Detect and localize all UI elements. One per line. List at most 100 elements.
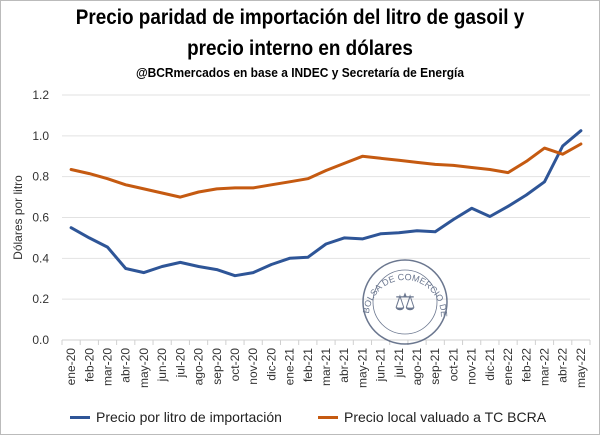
data-point — [397, 159, 401, 162]
y-tick-label: 0.6 — [32, 211, 49, 225]
data-point — [561, 153, 564, 156]
data-point — [397, 231, 401, 235]
x-tick-label: abr-21 — [337, 348, 351, 383]
seal-ring — [362, 259, 448, 345]
data-point — [506, 171, 510, 174]
x-tick-label: mar-21 — [319, 348, 333, 386]
data-point — [324, 169, 328, 172]
data-point — [88, 236, 91, 240]
x-tick-label: ene-20 — [64, 348, 78, 386]
data-point — [361, 237, 364, 241]
x-tick-label: may-21 — [355, 348, 369, 388]
data-point — [543, 180, 546, 183]
x-tick-label: ene-22 — [501, 348, 515, 386]
data-point — [434, 163, 437, 166]
legend-item-local: Precio local valuado a TC BCRA — [318, 409, 546, 425]
x-tick-label: abr-22 — [556, 348, 570, 383]
data-point — [379, 232, 382, 236]
data-point — [179, 195, 182, 199]
x-tick-label: may-20 — [137, 348, 151, 388]
x-tick-label: jul-20 — [173, 348, 187, 379]
data-point — [142, 271, 146, 274]
data-point — [69, 168, 73, 171]
data-point — [197, 190, 200, 194]
data-point — [233, 186, 237, 190]
seal-ring — [372, 269, 438, 335]
data-point — [470, 166, 473, 169]
x-tick-label: jul-21 — [392, 348, 406, 379]
x-tick-label: feb-21 — [301, 348, 315, 382]
y-tick-label: 0.4 — [32, 251, 49, 265]
legend-item-import: Precio por litro de importación — [70, 409, 282, 425]
x-tick-label: feb-20 — [82, 348, 96, 382]
y-tick-label: 0.0 — [32, 333, 49, 347]
data-point — [288, 180, 291, 183]
data-point — [452, 164, 455, 167]
data-point — [361, 155, 364, 158]
series-line-0 — [69, 129, 583, 278]
x-tick-label: ene-21 — [283, 348, 297, 386]
x-tick-label: abr-20 — [119, 348, 133, 383]
data-point — [233, 274, 237, 277]
y-tick-label: 1.0 — [32, 129, 49, 143]
data-point — [288, 257, 291, 260]
scales-icon: ⚖ — [394, 289, 416, 316]
data-point — [306, 256, 309, 259]
data-point — [452, 218, 455, 221]
data-point — [106, 177, 109, 180]
x-tick-label: sep-21 — [428, 348, 442, 385]
data-point — [543, 146, 546, 150]
data-point — [215, 268, 218, 271]
data-point — [69, 226, 73, 229]
legend-swatch — [70, 415, 90, 419]
data-point — [561, 144, 564, 148]
data-point — [488, 215, 492, 218]
data-point — [160, 191, 164, 195]
data-point — [415, 161, 419, 164]
data-point — [270, 183, 273, 187]
x-tick-label: dic-21 — [483, 348, 497, 381]
x-tick-label: sep-20 — [210, 348, 224, 385]
legend-swatch — [318, 415, 338, 419]
y-axis-label: Dólares por litro — [11, 175, 25, 260]
data-point — [251, 186, 255, 190]
data-point — [470, 207, 473, 210]
data-point — [124, 267, 127, 270]
data-point — [215, 187, 218, 191]
data-point — [124, 183, 127, 187]
legend-label: Precio local valuado a TC BCRA — [344, 409, 547, 425]
data-point — [106, 245, 109, 249]
data-point — [324, 242, 328, 246]
data-point — [579, 142, 583, 146]
bcr-seal-watermark: BOLSA DE COMERCIO DE ROSARIO⚖ — [0, 0, 449, 345]
data-point — [160, 265, 164, 268]
data-point — [88, 172, 91, 175]
data-point — [179, 261, 182, 264]
data-point — [434, 230, 437, 233]
chart-title-line2: precio interno en dólares — [187, 37, 413, 60]
y-tick-label: 1.2 — [32, 88, 49, 102]
data-point — [306, 177, 309, 180]
data-point — [525, 160, 528, 163]
x-tick-label: ago-21 — [410, 348, 424, 386]
data-point — [343, 236, 346, 240]
data-point — [379, 157, 382, 160]
x-tick-label: oct-20 — [228, 348, 242, 382]
x-tick-label: oct-21 — [446, 348, 460, 382]
x-tick-label: nov-21 — [465, 348, 479, 385]
x-tick-label: jun-20 — [155, 348, 169, 383]
data-point — [343, 162, 346, 165]
y-tick-label: 0.2 — [32, 292, 49, 306]
x-tick-label: jun-21 — [374, 348, 388, 383]
x-tick-label: dic-20 — [264, 348, 278, 381]
data-point — [197, 265, 200, 268]
data-point — [251, 271, 255, 274]
data-point — [579, 129, 583, 132]
data-point — [142, 187, 146, 191]
chart-subtitle: @BCRmercados en base a INDEC y Secretarí… — [135, 65, 465, 80]
data-point — [415, 229, 419, 232]
data-point — [488, 168, 492, 171]
x-tick-label: mar-20 — [101, 348, 115, 386]
data-point — [270, 263, 273, 266]
